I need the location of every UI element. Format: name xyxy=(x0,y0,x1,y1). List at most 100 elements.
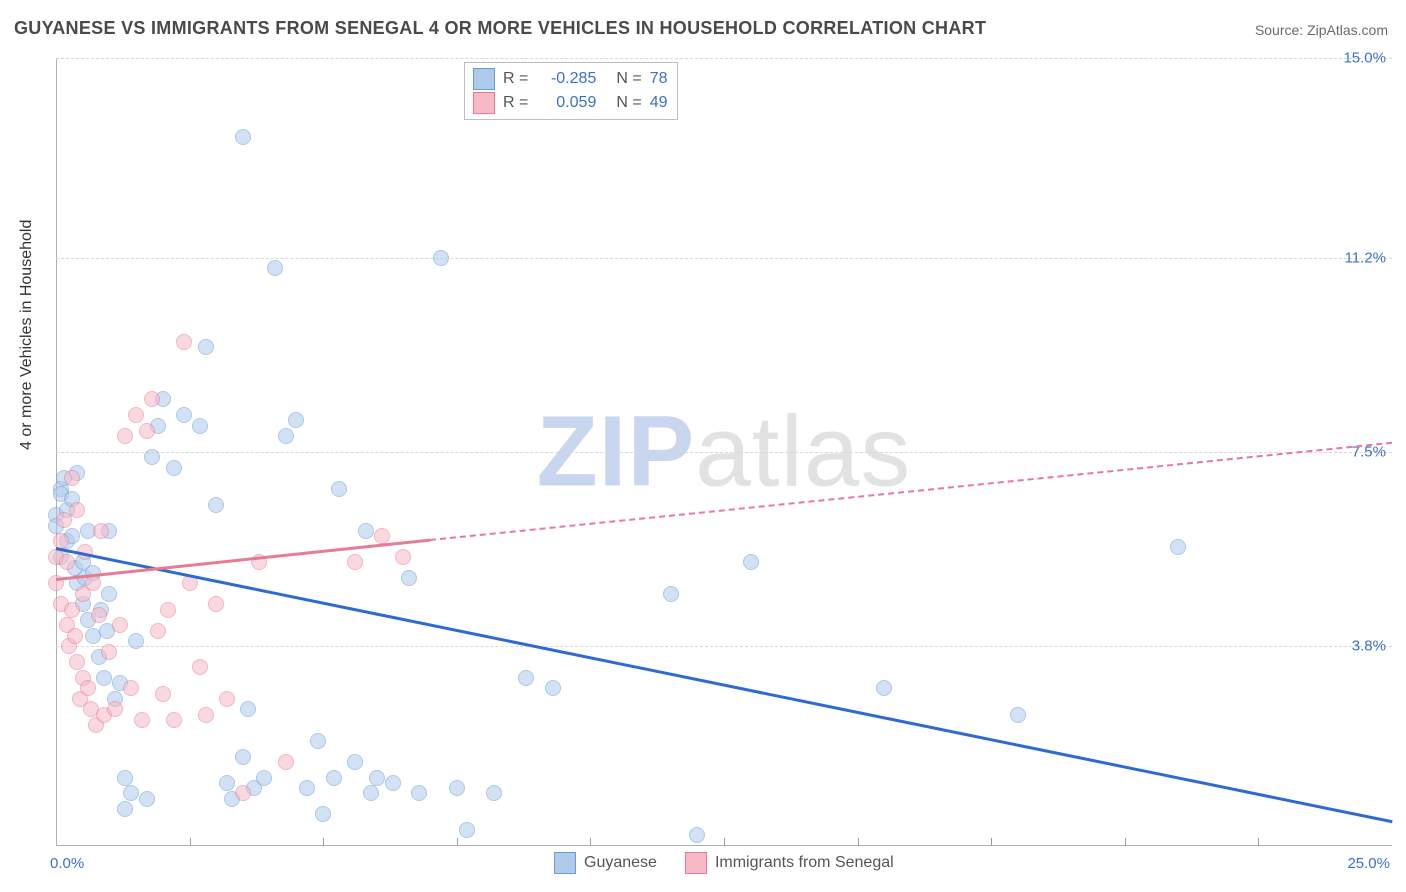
data-point-senegal xyxy=(198,707,214,723)
data-point-guyanese xyxy=(433,250,449,266)
data-point-guyanese xyxy=(326,770,342,786)
data-point-guyanese xyxy=(198,339,214,355)
data-point-guyanese xyxy=(459,822,475,838)
data-point-senegal xyxy=(59,554,75,570)
data-point-guyanese xyxy=(139,791,155,807)
x-tick-minor xyxy=(1258,838,1259,846)
chart-area: ZIPatlas 0.0% 25.0% R =-0.285N =78R =0.0… xyxy=(56,58,1392,846)
x-tick-minor xyxy=(991,838,992,846)
data-point-senegal xyxy=(219,691,235,707)
data-point-guyanese xyxy=(192,418,208,434)
x-tick-origin: 0.0% xyxy=(50,855,84,872)
swatch-guyanese xyxy=(473,68,495,90)
data-point-guyanese xyxy=(240,701,256,717)
data-point-senegal xyxy=(69,502,85,518)
legend-swatch-guyanese xyxy=(554,852,576,874)
data-point-senegal xyxy=(64,470,80,486)
data-point-senegal xyxy=(155,686,171,702)
x-tick-minor xyxy=(858,838,859,846)
data-point-senegal xyxy=(67,628,83,644)
y-tick-label: 15.0% xyxy=(1343,50,1386,67)
data-point-guyanese xyxy=(315,806,331,822)
data-point-guyanese xyxy=(876,680,892,696)
data-point-guyanese xyxy=(1010,707,1026,723)
swatch-senegal xyxy=(473,92,495,114)
data-point-senegal xyxy=(235,785,251,801)
data-point-senegal xyxy=(80,680,96,696)
x-tick-minor xyxy=(190,838,191,846)
x-tick-minor xyxy=(724,838,725,846)
data-point-guyanese xyxy=(689,827,705,843)
corr-r-value: -0.285 xyxy=(536,67,596,91)
data-point-senegal xyxy=(176,334,192,350)
corr-n-value: 78 xyxy=(650,67,668,91)
gridline xyxy=(56,646,1392,647)
data-point-guyanese xyxy=(256,770,272,786)
data-point-guyanese xyxy=(208,497,224,513)
data-point-guyanese xyxy=(331,481,347,497)
legend-item-guyanese: Guyanese xyxy=(554,852,657,874)
data-point-guyanese xyxy=(144,449,160,465)
y-tick-label: 11.2% xyxy=(1345,249,1386,266)
corr-r-value: 0.059 xyxy=(536,91,596,115)
data-point-guyanese xyxy=(486,785,502,801)
data-point-senegal xyxy=(85,575,101,591)
gridline xyxy=(56,452,1392,453)
data-point-senegal xyxy=(278,754,294,770)
data-point-senegal xyxy=(160,602,176,618)
data-point-guyanese xyxy=(411,785,427,801)
corr-r-label: R = xyxy=(503,91,528,115)
data-point-guyanese xyxy=(235,749,251,765)
correlation-box: R = -0.285 N = 78 R = 0.059 N = 49 xyxy=(464,62,678,120)
data-point-senegal xyxy=(374,528,390,544)
data-point-senegal xyxy=(139,423,155,439)
y-tick-label: 3.8% xyxy=(1352,638,1386,655)
data-point-senegal xyxy=(128,407,144,423)
data-point-guyanese xyxy=(235,129,251,145)
data-point-senegal xyxy=(64,602,80,618)
data-point-guyanese xyxy=(663,586,679,602)
legend-label: Guyanese xyxy=(584,854,657,872)
corr-row-guyanese: R = -0.285 N = 78 xyxy=(473,67,667,91)
data-point-guyanese xyxy=(166,460,182,476)
data-point-senegal xyxy=(395,549,411,565)
data-point-senegal xyxy=(347,554,363,570)
data-point-guyanese xyxy=(96,670,112,686)
data-point-guyanese xyxy=(385,775,401,791)
data-point-senegal xyxy=(69,654,85,670)
x-tick-minor xyxy=(1125,838,1126,846)
y-axis-label: 4 or more Vehicles in Household xyxy=(18,220,36,450)
data-point-guyanese xyxy=(1170,539,1186,555)
corr-r-label: R = xyxy=(503,67,528,91)
legend-label: Immigrants from Senegal xyxy=(715,854,894,872)
data-point-guyanese xyxy=(369,770,385,786)
data-point-guyanese xyxy=(518,670,534,686)
source-label: Source: ZipAtlas.com xyxy=(1255,22,1388,38)
data-point-senegal xyxy=(150,623,166,639)
data-point-senegal xyxy=(101,644,117,660)
data-point-guyanese xyxy=(545,680,561,696)
data-point-senegal xyxy=(134,712,150,728)
data-point-guyanese xyxy=(299,780,315,796)
data-point-guyanese xyxy=(358,523,374,539)
page-title: GUYANESE VS IMMIGRANTS FROM SENEGAL 4 OR… xyxy=(14,18,986,39)
trendline-dashed xyxy=(430,441,1392,540)
data-point-senegal xyxy=(192,659,208,675)
legend-item-senegal: Immigrants from Senegal xyxy=(685,852,894,874)
corr-row-senegal: R = 0.059 N = 49 xyxy=(473,91,667,115)
data-point-guyanese xyxy=(117,770,133,786)
x-tick-minor xyxy=(323,838,324,846)
corr-n-value: 49 xyxy=(650,91,668,115)
x-tick-max: 25.0% xyxy=(1347,855,1390,872)
data-point-senegal xyxy=(112,617,128,633)
data-point-guyanese xyxy=(310,733,326,749)
data-point-senegal xyxy=(166,712,182,728)
data-point-senegal xyxy=(117,428,133,444)
data-point-guyanese xyxy=(278,428,294,444)
x-tick-minor xyxy=(457,838,458,846)
data-point-guyanese xyxy=(123,785,139,801)
data-point-guyanese xyxy=(267,260,283,276)
corr-n-label: N = xyxy=(616,67,641,91)
corr-n-label: N = xyxy=(616,91,641,115)
data-point-guyanese xyxy=(363,785,379,801)
